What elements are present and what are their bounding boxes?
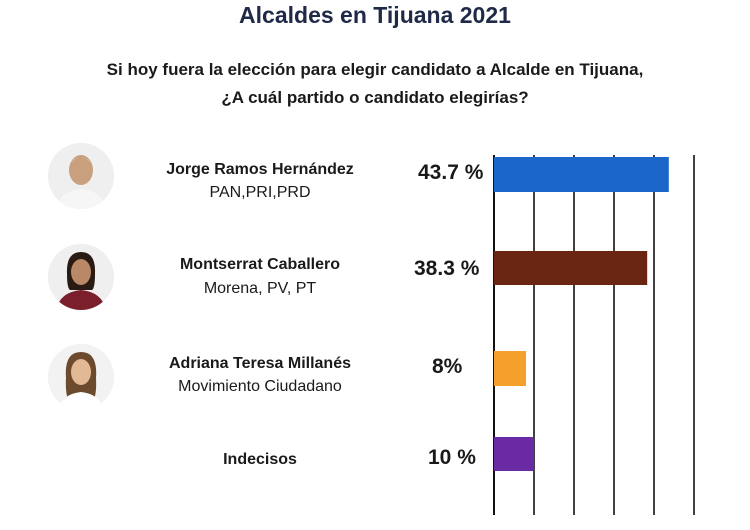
- candidate-party-2: Morena, PV, PT: [203, 280, 317, 297]
- chart-subtitle: Si hoy fuera la elección para elegir can…: [0, 56, 750, 112]
- adriana-millanes-avatar: [48, 344, 114, 410]
- value-label-1: 43.7 %: [418, 161, 484, 184]
- candidate-party-3: Movimiento Ciudadano: [178, 378, 342, 395]
- candidate-name-3: Adriana Teresa Millanés: [169, 355, 351, 372]
- candidate-party-1: PAN,PRI,PRD: [209, 184, 311, 201]
- bar-1: [494, 157, 669, 192]
- jorge-ramos-avatar: [48, 143, 114, 209]
- montserrat-caballero-avatar: [48, 244, 114, 310]
- subtitle-line-1: Si hoy fuera la elección para elegir can…: [106, 60, 644, 79]
- bar-4: [494, 437, 534, 471]
- candidate-name-2: Montserrat Caballero: [179, 256, 341, 273]
- bar-2: [494, 251, 648, 285]
- subtitle-line-2: ¿A cuál partido o candidato elegirías?: [221, 88, 529, 107]
- bar-3: [494, 351, 526, 386]
- candidate-name-4: Indecisos: [223, 451, 297, 468]
- chart-title: Alcaldes en Tijuana 2021: [239, 2, 511, 28]
- candidate-name-1: Jorge Ramos Hernández: [166, 161, 354, 178]
- value-label-4: 10 %: [428, 446, 476, 469]
- value-label-2: 38.3 %: [414, 257, 480, 280]
- value-label-3: 8%: [432, 355, 463, 378]
